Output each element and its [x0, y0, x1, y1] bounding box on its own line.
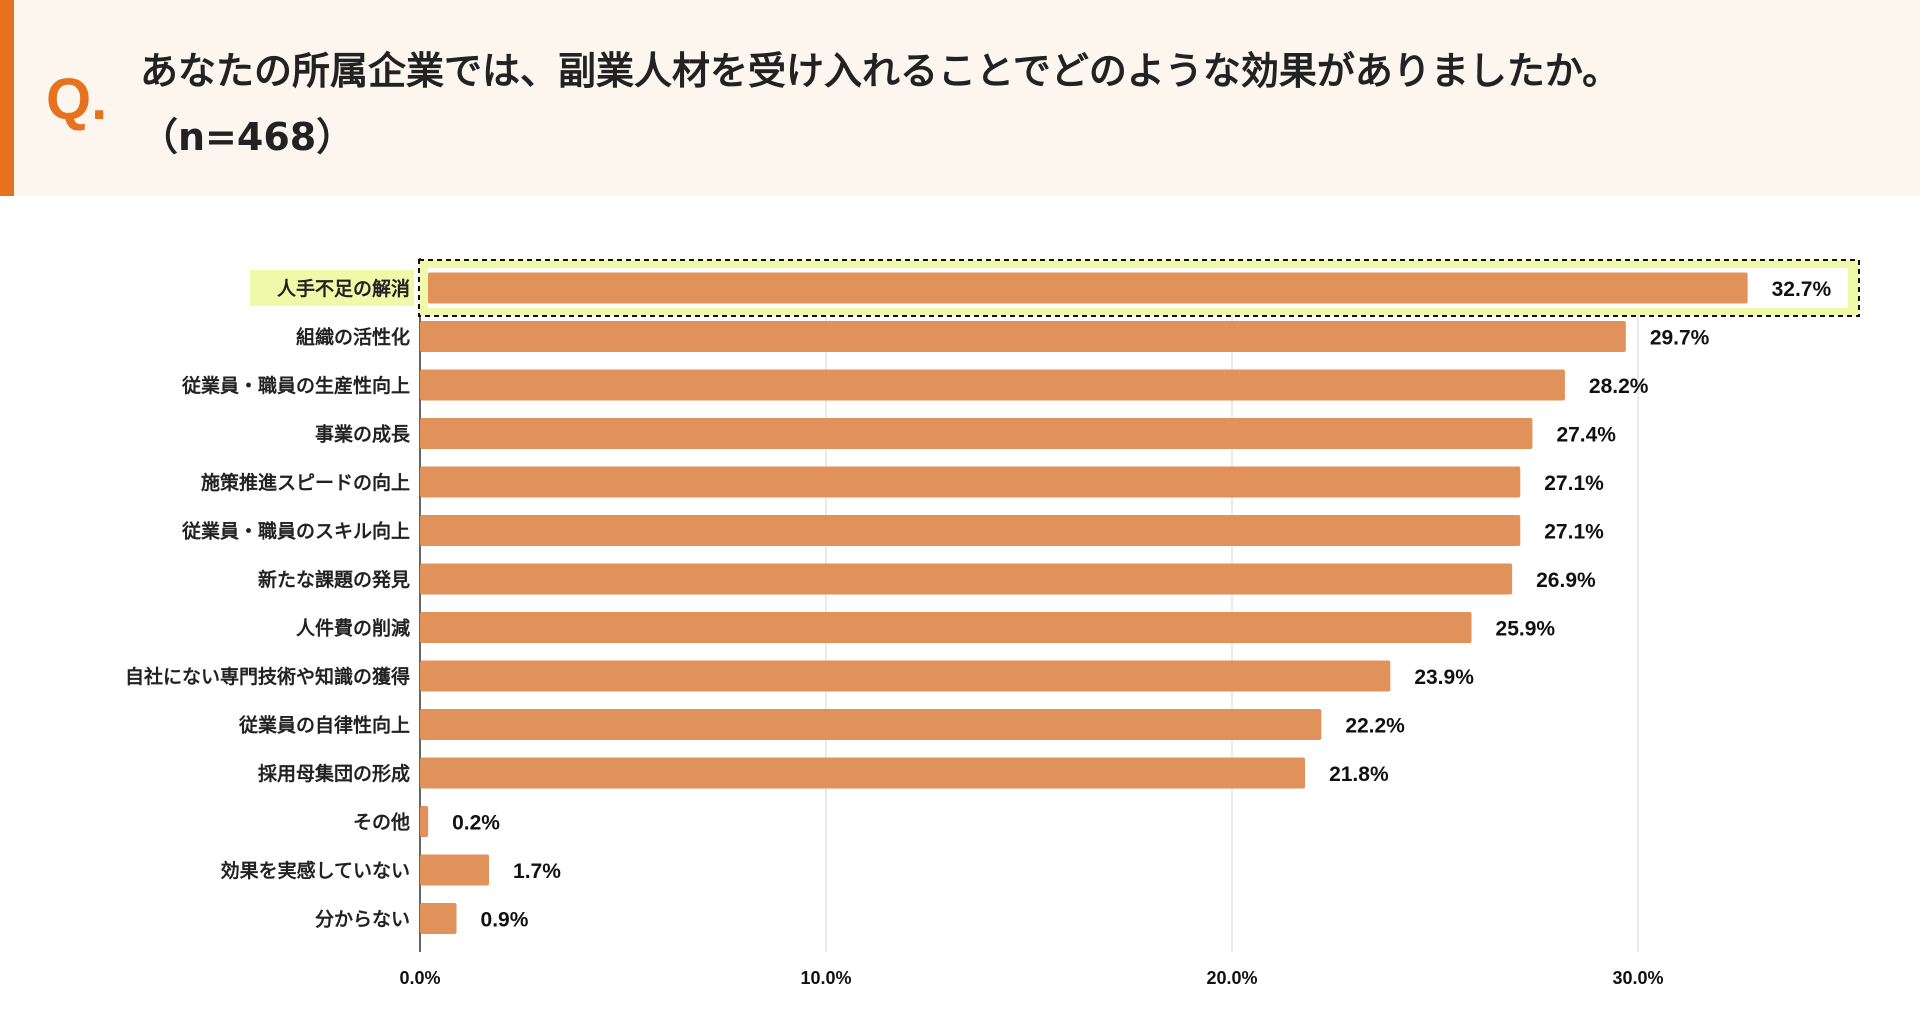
category-label: 採用母集団の形成	[258, 762, 410, 785]
x-tick-label: 0.0%	[399, 968, 440, 988]
bar	[420, 612, 1472, 643]
x-tick-label: 20.0%	[1206, 968, 1257, 988]
question-header: Q. あなたの所属企業では、副業人材を受け入れることでどのような効果がありました…	[0, 0, 1920, 196]
data-label: 0.9%	[481, 909, 529, 932]
bar	[420, 369, 1565, 401]
x-tick-label: 30.0%	[1612, 968, 1663, 988]
category-label: 効果を実感していない	[221, 859, 410, 882]
data-label: 21.8%	[1329, 763, 1389, 786]
bar	[428, 272, 1748, 304]
bar	[420, 709, 1322, 740]
label-highlight	[250, 270, 414, 306]
bar	[420, 903, 457, 934]
x-tick-label: 10.0%	[800, 968, 851, 988]
data-label: 27.1%	[1544, 521, 1604, 544]
category-label: 新たな課題の発見	[258, 568, 410, 591]
bar	[420, 660, 1391, 692]
data-label: 27.4%	[1556, 424, 1616, 447]
bar	[420, 418, 1533, 449]
highlight-dashed-box	[418, 259, 1860, 317]
data-label: 29.7%	[1650, 327, 1710, 350]
sample-size: （n=468）	[140, 115, 355, 159]
bar	[420, 854, 490, 886]
data-label: 1.7%	[513, 860, 561, 883]
bar	[420, 563, 1513, 595]
data-label: 32.7%	[1772, 278, 1832, 301]
q-mark: Q.	[46, 67, 108, 132]
data-label: 22.2%	[1345, 715, 1405, 738]
category-label: その他	[353, 811, 410, 834]
accent-stripe	[0, 0, 14, 196]
bar	[420, 757, 1306, 789]
category-label: 自社にない専門技術や知識の獲得	[125, 665, 410, 688]
data-label: 26.9%	[1536, 569, 1596, 592]
data-label: 23.9%	[1414, 666, 1474, 689]
category-label: 従業員・職員のスキル向上	[181, 520, 410, 543]
data-label: 27.1%	[1544, 472, 1604, 495]
category-label: 人手不足の解消	[277, 277, 410, 300]
bar	[420, 806, 429, 837]
bar	[420, 466, 1521, 498]
data-label: 25.9%	[1496, 618, 1556, 641]
title-line-1: あなたの所属企業では、副業人材を受け入れることでどのような効果がありましたか。	[140, 49, 1621, 93]
data-label: 28.2%	[1589, 375, 1649, 398]
question-title: あなたの所属企業では、副業人材を受け入れることでどのような効果がありましたか。 …	[140, 38, 1620, 170]
data-label: 0.2%	[452, 812, 500, 835]
bar	[420, 515, 1521, 546]
category-label: 分からない	[315, 909, 410, 931]
category-label: 人件費の削減	[296, 617, 410, 640]
category-label: 組織の活性化	[296, 326, 410, 349]
bar	[420, 321, 1626, 352]
category-label: 事業の成長	[315, 423, 411, 446]
category-label: 従業員の自律性向上	[238, 714, 410, 737]
category-label: 施策推進スピードの向上	[201, 471, 410, 494]
category-label: 従業員・職員の生産性向上	[181, 374, 410, 397]
